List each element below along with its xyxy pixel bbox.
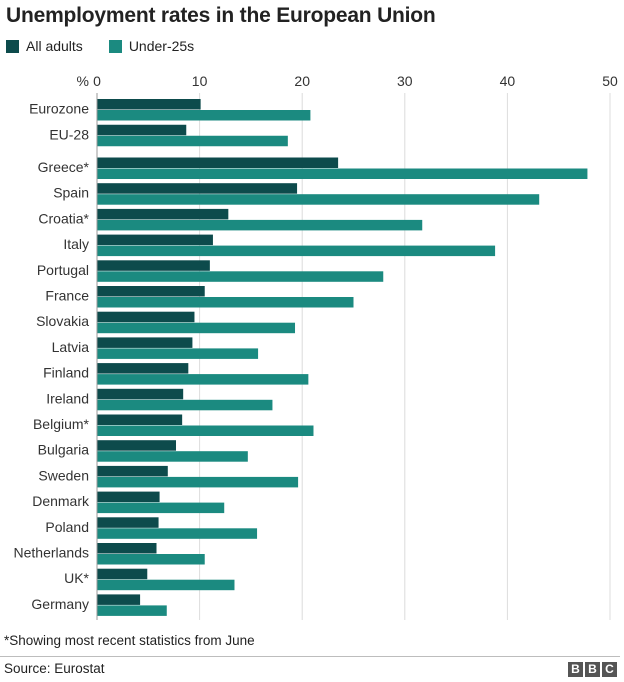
bar-under-25s xyxy=(97,528,258,539)
bar-all-adults xyxy=(97,388,184,400)
bar-all-adults xyxy=(97,311,195,323)
bar-under-25s xyxy=(97,219,423,231)
chart-legend: All adults Under-25s xyxy=(6,38,220,54)
chart-title: Unemployment rates in the European Union xyxy=(6,4,436,27)
category-label: UK* xyxy=(64,570,89,586)
bar-all-adults xyxy=(97,99,201,110)
category-label: Croatia* xyxy=(38,210,89,226)
bar-under-25s xyxy=(97,271,384,282)
bbc-logo-letter: B xyxy=(568,662,583,677)
x-tick-label: 40 xyxy=(500,73,516,89)
bar-all-adults xyxy=(97,337,193,348)
bar-under-25s xyxy=(97,451,248,462)
bbc-logo-letter: C xyxy=(602,662,617,677)
legend-label-all-adults: All adults xyxy=(26,38,83,54)
bar-all-adults xyxy=(97,440,177,451)
category-label: Netherlands xyxy=(14,545,90,561)
category-label: EU-28 xyxy=(49,126,89,142)
bar-all-adults xyxy=(97,594,141,605)
bar-under-25s xyxy=(97,399,273,411)
x-tick-label: 50 xyxy=(602,73,618,89)
bar-under-25s xyxy=(97,135,288,147)
category-label: Latvia xyxy=(52,339,90,355)
bar-all-adults xyxy=(97,183,298,194)
legend-swatch-under-25s xyxy=(108,39,122,53)
category-label: Greece* xyxy=(38,159,90,175)
source-credit: Source: Eurostat xyxy=(4,661,105,676)
legend-label-under-25s: Under-25s xyxy=(128,38,195,54)
category-label: Portugal xyxy=(37,262,89,278)
category-label: Finland xyxy=(43,365,89,381)
category-label: Bulgaria xyxy=(38,442,90,458)
category-label: Italy xyxy=(63,236,89,252)
legend-item-all-adults: All adults xyxy=(6,38,83,54)
bar-under-25s xyxy=(97,425,314,436)
bar-all-adults xyxy=(97,465,168,477)
x-unit-label: % xyxy=(77,73,89,89)
x-tick-label: 30 xyxy=(397,73,413,89)
x-tick-label: 0 xyxy=(93,73,101,89)
bar-under-25s xyxy=(97,168,588,179)
x-tick-label: 20 xyxy=(294,73,310,89)
category-label: Sweden xyxy=(38,467,89,483)
bar-under-25s xyxy=(97,476,299,488)
bar-under-25s xyxy=(97,605,167,616)
bar-all-adults xyxy=(97,543,157,554)
category-label: Denmark xyxy=(32,493,90,509)
bar-all-adults xyxy=(97,414,183,425)
bar-under-25s xyxy=(97,194,540,205)
bar-all-adults xyxy=(97,363,189,374)
bar-under-25s xyxy=(97,110,311,121)
bar-all-adults xyxy=(97,568,148,580)
legend-item-under-25s: Under-25s xyxy=(108,38,195,54)
bar-under-25s xyxy=(97,297,354,308)
legend-swatch-all-adults xyxy=(6,39,19,53)
bar-all-adults xyxy=(97,157,339,168)
category-label: Germany xyxy=(31,596,89,612)
bbc-logo: B B C xyxy=(566,662,617,677)
bar-under-25s xyxy=(97,554,205,565)
bar-under-25s xyxy=(97,374,309,385)
bar-all-adults xyxy=(97,491,160,503)
category-label: Eurozone xyxy=(29,101,89,117)
bar-under-25s xyxy=(97,322,296,334)
category-label: Belgium* xyxy=(33,416,90,432)
bar-all-adults xyxy=(97,124,187,136)
x-tick-label: 10 xyxy=(192,73,208,89)
bar-all-adults xyxy=(97,234,213,246)
bar-all-adults xyxy=(97,260,210,271)
category-label: France xyxy=(45,288,89,304)
footnote: *Showing most recent statistics from Jun… xyxy=(4,633,255,648)
bar-under-25s xyxy=(97,348,259,359)
bar-all-adults xyxy=(97,208,229,220)
bar-all-adults xyxy=(97,517,159,528)
bar-under-25s xyxy=(97,245,496,257)
category-label: Spain xyxy=(53,185,89,201)
category-label: Slovakia xyxy=(36,313,89,329)
footer-divider xyxy=(0,656,620,657)
category-label: Ireland xyxy=(46,390,89,406)
bar-under-25s xyxy=(97,579,235,591)
bar-chart: 0 10 20 30 40 50% Eurozone EU-28 Greece* Spain Cro… xyxy=(14,73,618,620)
bbc-logo-letter: B xyxy=(585,662,600,677)
bar-all-adults xyxy=(97,286,205,297)
category-label: Poland xyxy=(45,519,89,535)
bar-under-25s xyxy=(97,502,225,514)
